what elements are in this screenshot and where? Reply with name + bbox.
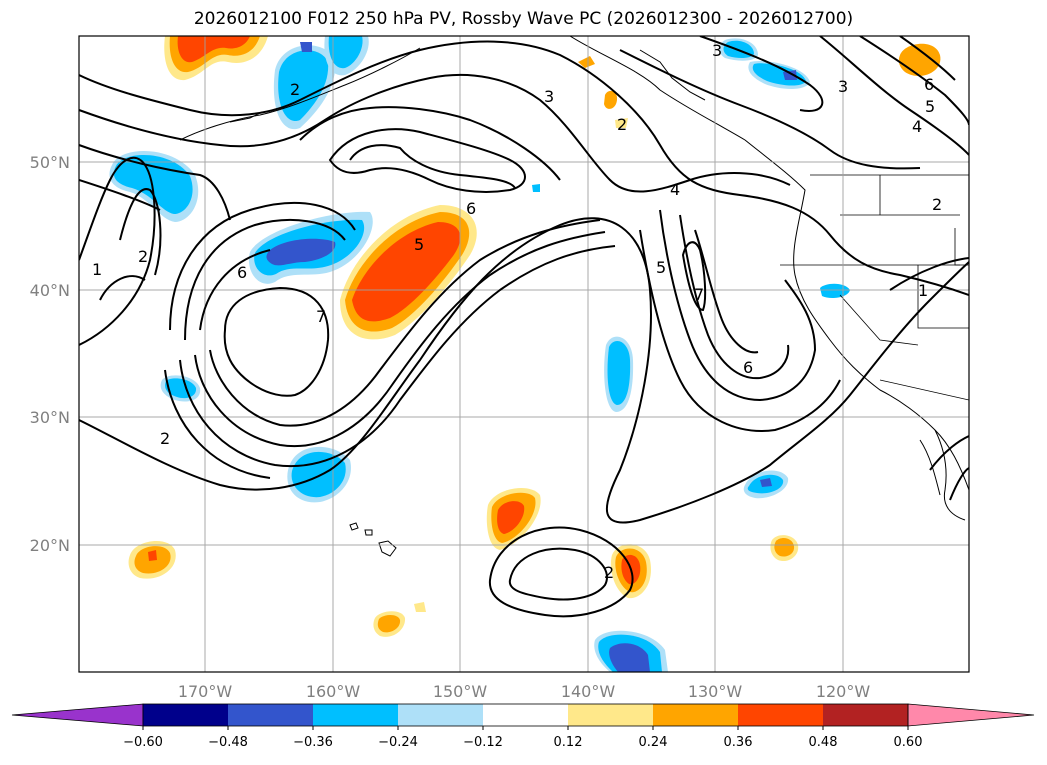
colorbar-segment [398, 704, 483, 726]
contour-label: 1 [918, 281, 928, 300]
colorbar-outline [142, 703, 909, 727]
contour-label: 6 [466, 199, 476, 218]
colorbar-segment [653, 704, 738, 726]
lat-axis-labels: 50°N 40°N 30°N 20°N [30, 153, 70, 555]
colorbar-extend-max [907, 703, 1035, 727]
lon-label: 140°W [561, 682, 616, 701]
contour-label: 3 [712, 41, 722, 60]
map-title: 2026012100 F012 250 hPa PV, Rossby Wave … [193, 9, 854, 29]
contour-label: 3 [838, 77, 848, 96]
contour-label: 6 [743, 358, 753, 377]
contour-label: 2 [604, 563, 614, 582]
graticule [79, 36, 969, 672]
lon-label: 170°W [178, 682, 233, 701]
colorbar-tick-label: 0.36 [724, 735, 753, 750]
contour-label: 2 [932, 195, 942, 214]
colorbar-tick-label: 0.48 [809, 735, 838, 750]
lon-axis-labels: 170°W 160°W 150°W 140°W 130°W 120°W [178, 682, 871, 701]
colorbar: −0.60 −0.48 −0.36 −0.24 −0.12 0.12 0.24 0.36 0.4… [11, 703, 1035, 750]
colorbar-tick-label: −0.60 [123, 735, 163, 750]
contour-label: 2 [138, 247, 148, 266]
contour-label: 6 [924, 75, 934, 94]
colorbar-segment [738, 704, 823, 726]
contour-label: 4 [912, 117, 922, 136]
contour-label: 5 [414, 235, 424, 254]
colorbar-segment [823, 704, 908, 726]
contour-label: 5 [656, 258, 666, 277]
contour-label: 4 [670, 180, 680, 199]
contour-label: 1 [92, 260, 102, 279]
contour-label: 6 [237, 263, 247, 282]
contour-label: 2 [290, 80, 300, 99]
map-frame [78, 35, 970, 673]
colorbar-tick-label: −0.48 [208, 735, 248, 750]
lat-label: 30°N [30, 408, 70, 427]
colorbar-extend-min [11, 703, 144, 727]
contour-label: 7 [694, 285, 704, 304]
colorbar-tick-label: −0.12 [463, 735, 503, 750]
colorbar-segment [313, 704, 398, 726]
lat-label: 20°N [30, 536, 70, 555]
colorbar-tick-label: −0.36 [293, 735, 333, 750]
lon-label: 150°W [433, 682, 488, 701]
pv-contours [79, 36, 969, 618]
colorbar-segment [483, 704, 568, 726]
colorbar-tick-label: −0.24 [378, 735, 418, 750]
contour-label: 7 [316, 307, 326, 326]
contour-label: 5 [925, 97, 935, 116]
colorbar-segment [568, 704, 653, 726]
colorbar-segment [143, 704, 228, 726]
lon-label: 130°W [688, 682, 743, 701]
pv-anomaly-fills [109, 36, 941, 672]
colorbar-tick-label: 0.60 [894, 735, 923, 750]
lon-label: 160°W [306, 682, 361, 701]
contour-labels: 2 3 3 2 6 5 3 4 1 2 6 7 6 5 4 5 7 6 2 2 … [92, 41, 942, 582]
contour-label: 2 [160, 429, 170, 448]
contour-label: 3 [544, 87, 554, 106]
contour-label: 2 [617, 115, 627, 134]
lon-label: 120°W [816, 682, 871, 701]
colorbar-tick-label: 0.24 [639, 735, 668, 750]
colorbar-tick-label: 0.12 [554, 735, 583, 750]
colorbar-segment [228, 704, 313, 726]
lat-label: 40°N [30, 281, 70, 300]
lat-label: 50°N [30, 153, 70, 172]
